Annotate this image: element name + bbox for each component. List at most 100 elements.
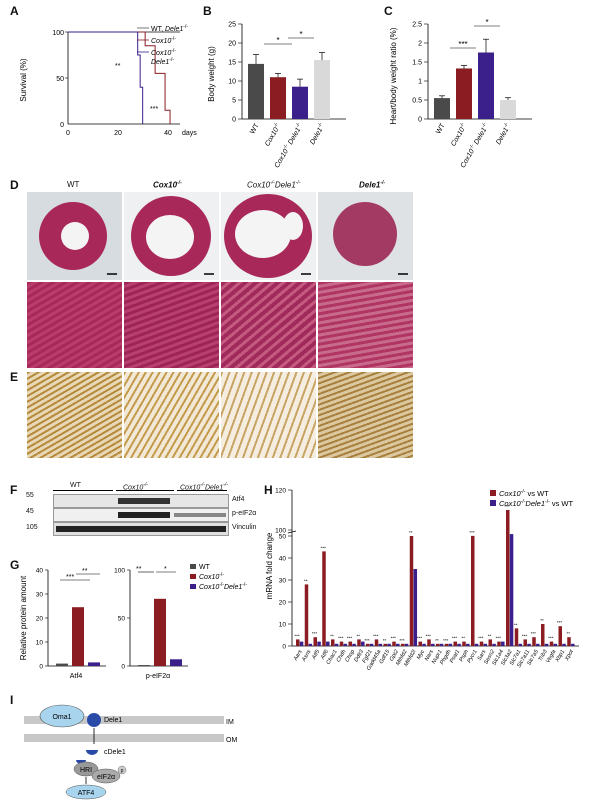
mrna-sig: ***: [522, 633, 528, 638]
panel-letter-a: A: [10, 4, 19, 18]
category-label: Dele1-/-: [307, 121, 326, 146]
mrna-bar: [308, 643, 313, 646]
blot-group-wt: WT: [70, 482, 81, 489]
header-wt: WT: [67, 180, 80, 189]
ytick-label: 0: [232, 117, 236, 124]
mrna-bar: [527, 643, 531, 646]
mrna-bar: [374, 639, 379, 646]
mrna-sig: ***: [391, 636, 397, 641]
protein-xlabel: p-eIF2α: [146, 673, 170, 680]
gene-label: Chdh: [336, 649, 348, 663]
mrna-sig: ***: [496, 636, 502, 641]
histology-zoom-wt: [27, 282, 122, 368]
mrna-bar: [352, 643, 356, 646]
survival-xtick: 20: [114, 130, 122, 137]
mrna-sig: ***: [426, 633, 432, 638]
mrna-bar: [427, 639, 431, 646]
histology-headers: WT Cox10-/- Cox10-/-Dele1-/- Dele1-/-: [27, 178, 587, 192]
mrna-bar: [466, 643, 470, 646]
survival-sig-1: **: [115, 63, 121, 70]
mrna-sig: **: [566, 631, 570, 636]
mrna-bar: [339, 641, 344, 646]
protein-bar: [138, 665, 150, 666]
survival-xtick: 0: [66, 130, 70, 137]
mrna-bar: [404, 643, 409, 646]
mrna-bar: [509, 534, 514, 646]
protein-sig: ***: [66, 574, 74, 581]
category-label: Cox10-/-: [448, 121, 468, 147]
protein-sig: **: [136, 566, 142, 573]
mrna-sig: ***: [321, 545, 327, 550]
protein-bar: [72, 607, 84, 666]
cdele1-node: [86, 750, 98, 755]
svg-text:WT, Dele1-/-: WT, Dele1-/-: [151, 24, 188, 33]
mrna-bar: [536, 643, 540, 646]
survival-curves: [68, 31, 180, 124]
panel-letter-c: C: [384, 4, 393, 18]
ytick-label: 5: [232, 98, 236, 105]
mrna-sig: ***: [469, 530, 475, 535]
p-label: p: [121, 768, 124, 774]
dab-stain-cox10: [124, 372, 219, 458]
survival-curve: [68, 31, 171, 124]
gene-label: Gpt2: [389, 649, 400, 662]
mrna-bar: [296, 639, 300, 646]
eif2a-node: [91, 768, 121, 784]
survival-ytick: 100: [52, 30, 64, 37]
survival-curve: [68, 31, 144, 124]
protein-legend: WT Cox10-/- Cox10-/-Dele1-/-: [190, 564, 247, 591]
mrna-bar: [488, 639, 492, 646]
mrna-sig: **: [461, 636, 465, 641]
mrna-bar: [326, 641, 330, 646]
body-weight-sig: *: [276, 36, 279, 45]
om-label: OM: [226, 737, 237, 744]
mrna-bar: [457, 643, 461, 646]
ytick-label: 100: [275, 528, 286, 535]
mrna-bar: [383, 643, 387, 646]
body-weight-ylabel: Body weight (g): [207, 46, 216, 102]
heart-section-dko: [221, 192, 316, 280]
protein-bar: [170, 659, 182, 666]
outer-membrane: [24, 734, 224, 742]
survival-legend: WT, Dele1-/- Cox10-/- Cox10-/- Dele1-/-: [137, 24, 188, 66]
im-label: IM: [226, 719, 234, 726]
mrna-sig: ***: [548, 636, 554, 641]
hri-node: [73, 761, 99, 777]
protein-bar: [154, 598, 166, 666]
header-cox10: Cox10-/-: [153, 180, 182, 190]
panel-letter-h: H: [264, 483, 273, 497]
mrna-sig: ***: [417, 636, 423, 641]
svg-text:Cox10-/-Dele1-/-: Cox10-/-Dele1-/-: [199, 582, 247, 591]
mrna-sig: **: [356, 633, 360, 638]
mrna-bar: [348, 641, 352, 646]
eif2a-label: eIF2α: [97, 774, 115, 781]
blot-group-cox10: Cox10-/-: [123, 482, 148, 492]
heart-section-wt: [27, 192, 122, 280]
survival-ylabel: Survival (%): [20, 58, 28, 101]
ytick-label: 0: [39, 664, 43, 671]
ytick-label: 120: [275, 488, 286, 495]
protein-chart: Relative protein amount 010203040050100 …: [19, 564, 247, 680]
ytick-label: 10: [279, 622, 287, 629]
dab-stain-dele1: [318, 372, 413, 458]
mrna-bar: [506, 510, 510, 646]
mrna-sig: ***: [373, 633, 379, 638]
mrna-sig: ***: [531, 631, 537, 636]
survival-ytick: 0: [60, 122, 64, 129]
mrna-sig: ***: [294, 633, 300, 638]
heart-ratio-chart: Heart/body weight ratio (%) 0 0.5 1 1.5 2 2.5…: [389, 18, 532, 169]
panel-letter-f: F: [10, 483, 18, 497]
ytick-label: 50: [118, 616, 126, 623]
mrna-sig: **: [488, 633, 492, 638]
protein-bar: [56, 663, 68, 666]
ytick-label: 0.5: [412, 98, 422, 105]
mrna-bar: [541, 624, 545, 646]
mrna-sig: ***: [347, 636, 353, 641]
mrna-bar: [317, 641, 321, 646]
svg-text:WT: WT: [199, 564, 211, 571]
gene-label: Atf6: [319, 648, 330, 661]
blot-atf4: [53, 494, 229, 508]
mrna-bar: [378, 643, 383, 646]
ytick-label: 100: [114, 568, 125, 575]
bar: [478, 52, 494, 119]
